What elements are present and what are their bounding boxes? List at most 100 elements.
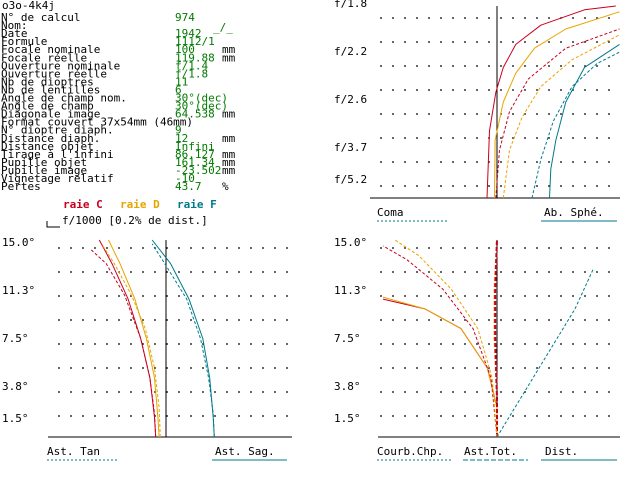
grid-mark: [608, 137, 610, 139]
grid-mark: [440, 89, 442, 91]
grid-mark: [214, 295, 216, 297]
grid-mark: [94, 247, 96, 249]
grid-mark: [428, 89, 430, 91]
grid-mark: [428, 185, 430, 187]
grid-mark: [584, 367, 586, 369]
grid-mark: [464, 391, 466, 393]
grid-mark: [572, 391, 574, 393]
legend-raie-c: raie C: [63, 198, 103, 211]
y-tick-label: 15.0°: [2, 236, 35, 249]
grid-mark: [428, 65, 430, 67]
grid-mark: [512, 17, 514, 19]
grid-mark: [512, 89, 514, 91]
grid-mark: [226, 391, 228, 393]
grid-mark: [404, 113, 406, 115]
grid-mark: [214, 247, 216, 249]
grid-mark: [584, 89, 586, 91]
series-line-raie-c-dashed-thick: [494, 239, 498, 437]
grid-mark: [202, 319, 204, 321]
grid-mark: [416, 161, 418, 163]
y-tick-label: f/3.7: [334, 141, 367, 154]
grid-mark: [82, 247, 84, 249]
grid-mark: [178, 367, 180, 369]
grid-mark: [286, 391, 288, 393]
grid-mark: [524, 65, 526, 67]
spec-value: 1942: [175, 27, 202, 40]
grid-mark: [476, 415, 478, 417]
grid-mark: [440, 41, 442, 43]
grid-mark: [404, 137, 406, 139]
grid-mark: [416, 17, 418, 19]
grid-mark: [572, 319, 574, 321]
grid-mark: [416, 89, 418, 91]
spec-value: 9: [175, 124, 182, 137]
footer-dist: Dist.: [545, 445, 578, 458]
grid-mark: [536, 161, 538, 163]
grid-mark: [464, 65, 466, 67]
grid-mark: [202, 367, 204, 369]
grid-mark: [548, 391, 550, 393]
grid-mark: [178, 247, 180, 249]
grid-mark: [106, 367, 108, 369]
grid-mark: [596, 185, 598, 187]
grid-mark: [274, 391, 276, 393]
spec-unit: mm: [222, 156, 236, 169]
grid-mark: [524, 161, 526, 163]
grid-mark: [118, 367, 120, 369]
grid-mark: [392, 113, 394, 115]
grid-mark: [608, 113, 610, 115]
grid-mark: [608, 271, 610, 273]
grid-mark: [572, 113, 574, 115]
grid-mark: [428, 343, 430, 345]
grid-mark: [596, 161, 598, 163]
grid-mark: [560, 161, 562, 163]
series-line-raie-f-dashed: [531, 51, 620, 199]
grid-mark: [572, 161, 574, 163]
spec-unit: mm: [222, 43, 236, 56]
grid-mark: [392, 415, 394, 417]
grid-mark: [608, 161, 610, 163]
grid-mark: [596, 113, 598, 115]
grid-mark: [142, 391, 144, 393]
spec-value: 100: [175, 43, 195, 56]
spec-value: 30°(dec): [175, 92, 228, 105]
grid-mark: [250, 319, 252, 321]
grid-mark: [392, 89, 394, 91]
grid-mark: [500, 65, 502, 67]
grid-mark: [464, 295, 466, 297]
lens-glyph: _/_: [213, 21, 233, 34]
grid-mark: [608, 185, 610, 187]
grid-mark: [464, 343, 466, 345]
grid-mark: [70, 367, 72, 369]
field-curvature-chart: 15.0° 11.3° 7.5° 3.8° 1.5°: [334, 236, 620, 438]
grid-mark: [476, 295, 478, 297]
grid-mark: [536, 17, 538, 19]
grid-mark: [584, 391, 586, 393]
grid-mark: [536, 415, 538, 417]
grid-mark: [58, 343, 60, 345]
grid-mark: [512, 295, 514, 297]
grid-mark: [596, 89, 598, 91]
footer-ast-sag: Ast. Sag.: [215, 445, 275, 458]
spec-label: Ouverture nominale: [1, 59, 120, 72]
grid-mark: [548, 415, 550, 417]
grid-mark: [250, 295, 252, 297]
grid-mark: [274, 295, 276, 297]
grid-mark: [536, 89, 538, 91]
grid-mark: [262, 295, 264, 297]
grid-mark: [512, 343, 514, 345]
grid-mark: [226, 415, 228, 417]
grid-mark: [452, 137, 454, 139]
legend-raie-f: raie F: [177, 198, 217, 211]
spec-label: Diagonale image: [1, 108, 100, 121]
grid-mark: [94, 319, 96, 321]
grid-mark: [428, 271, 430, 273]
grid-mark: [392, 319, 394, 321]
grid-mark: [536, 185, 538, 187]
grid-mark: [428, 319, 430, 321]
spec-value: 11: [175, 75, 188, 88]
grid-mark: [178, 295, 180, 297]
grid-mark: [392, 185, 394, 187]
grid-mark: [548, 161, 550, 163]
grid-mark: [380, 65, 382, 67]
